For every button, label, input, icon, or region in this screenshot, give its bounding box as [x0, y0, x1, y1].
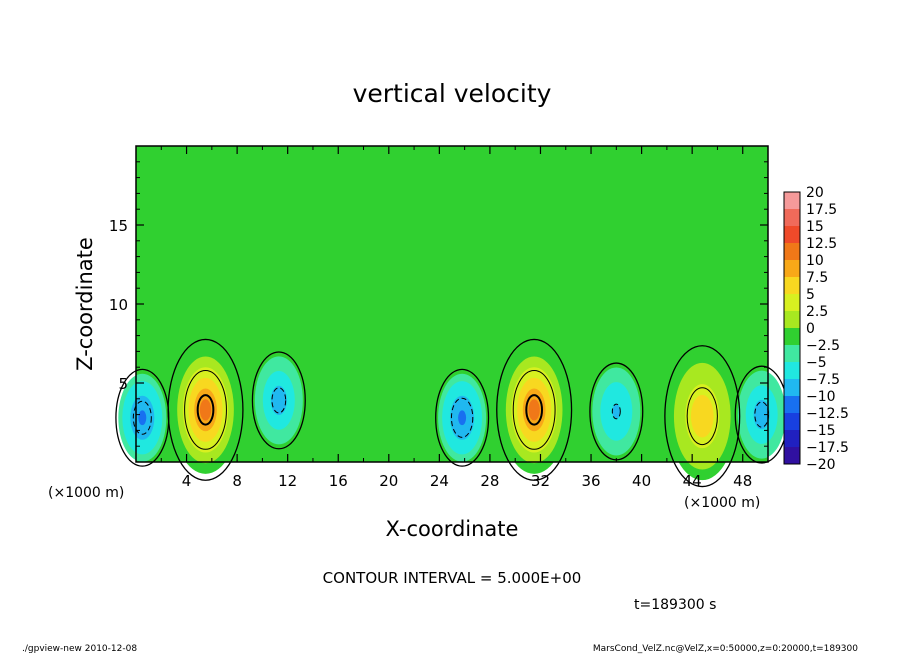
colorbar-label-13: −12.5 [806, 406, 849, 422]
updraft-0-contour-5 [184, 369, 227, 450]
x-tick-label-9: 40 [632, 472, 651, 490]
colorbar-swatch-10 [784, 362, 800, 380]
chart-title: vertical velocity [353, 79, 552, 108]
downdraft-0-contour-5 [132, 400, 152, 435]
x-axis-ticks: 4 8 12 16 20 24 28 32 36 40 44 48 [160, 146, 752, 490]
time-label: t=189300 s [634, 597, 716, 613]
colorbar-swatch-0 [784, 192, 800, 210]
downdraft-2-band-5 [458, 410, 467, 426]
footer-right: MarsCond_VelZ.nc@VelZ,x=0:50000,z=0:2000… [593, 644, 858, 654]
colorbar-swatch-15 [784, 447, 800, 465]
colorbar-label-14: −15 [806, 423, 836, 439]
y-axis-label: Z-coordinate [73, 237, 97, 371]
x-tick-label-11: 48 [733, 472, 752, 490]
updraft-1-contour-10 [525, 394, 544, 426]
downdraft-4-band-5 [757, 407, 766, 422]
colorbar-label-9: −2.5 [806, 338, 840, 354]
colorbar-swatch-1 [784, 209, 800, 227]
x-tick-label-5: 24 [430, 472, 449, 490]
colorbar-swatch-14 [784, 430, 800, 448]
colorbar-label-11: −7.5 [806, 372, 840, 388]
colorbar-label-16: −20 [806, 457, 836, 473]
colorbar-swatch-8 [784, 328, 800, 346]
x-tick-label-6: 28 [480, 472, 499, 490]
downdraft-2-zero-contour [435, 368, 490, 467]
x-tick-label-0: 4 [182, 472, 192, 490]
updraft-1-contour-5 [512, 369, 556, 450]
colorbar-swatch-11 [784, 379, 800, 397]
updraft-1-band-5 [528, 399, 540, 421]
x-tick-label-2: 12 [278, 472, 297, 490]
x-tick-label-7: 32 [531, 472, 550, 490]
updraft-0-band-5 [199, 399, 212, 421]
colorbar-swatch-3 [784, 243, 800, 261]
colorbar-label-15: −17.5 [806, 440, 849, 456]
colorbar-label-4: 10 [806, 253, 824, 269]
downdraft-1-contour-5 [271, 387, 287, 414]
x-tick-label-10: 44 [683, 472, 702, 490]
x-tick-label-8: 36 [581, 472, 600, 490]
colorbar: 2017.51512.5107.552.50−2.5−5−7.5−10−12.5… [783, 185, 849, 473]
colorbar-swatch-6 [784, 294, 800, 312]
updraft-0-contour-10 [196, 394, 215, 426]
colorbar-label-2: 15 [806, 219, 824, 235]
colorbar-label-10: −5 [806, 355, 827, 371]
colorbar-swatch-9 [784, 345, 800, 363]
colorbar-label-12: −10 [806, 389, 836, 405]
colorbar-label-3: 12.5 [806, 236, 837, 252]
downdraft-0-band-5 [138, 410, 147, 426]
updraft-2-contour-5 [686, 387, 718, 446]
colorbar-swatch-13 [784, 413, 800, 431]
downdraft-2-contour-5 [450, 397, 474, 438]
downdraft-1-band-5 [274, 393, 283, 408]
colorbar-swatch-7 [784, 311, 800, 329]
downdraft-3-contour-5 [611, 403, 621, 420]
downdraft-1-zero-contour [251, 351, 306, 450]
colorbar-label-6: 5 [806, 287, 815, 303]
updraft-2-band-5 [696, 405, 708, 427]
colorbar-label-0: 20 [806, 185, 824, 201]
updraft-2-zero-contour [664, 345, 741, 488]
y-tick-label-2: 15 [109, 217, 128, 235]
x-tick-label-1: 8 [232, 472, 242, 490]
colorbar-swatch-2 [784, 226, 800, 244]
contour-interval-note: CONTOUR INTERVAL = 5.000E+00 [323, 569, 582, 587]
y-axis-ticks: 5 10 15 [109, 161, 768, 447]
updraft-0-zero-contour [167, 338, 244, 481]
colorbar-label-1: 17.5 [806, 202, 837, 218]
x-unit-label-left: (×1000 m) [48, 485, 124, 501]
x-unit-label-right: (×1000 m) [684, 495, 760, 511]
footer-left: ./gpview-new 2010-12-08 [22, 644, 137, 654]
colorbar-swatch-4 [784, 260, 800, 278]
x-axis-label: X-coordinate [386, 517, 519, 541]
colorbar-label-8: 0 [806, 321, 815, 337]
y-tick-label-0: 5 [118, 375, 128, 393]
downdraft-3-band-5 [612, 404, 621, 419]
x-tick-label-3: 16 [329, 472, 348, 490]
colorbar-label-5: 7.5 [806, 270, 828, 286]
contour-lines [115, 338, 789, 488]
colorbar-frame [783, 191, 801, 465]
y-tick-label-1: 10 [109, 296, 128, 314]
colorbar-swatch-12 [784, 396, 800, 414]
colorbar-label-7: 2.5 [806, 304, 828, 320]
updraft-1-zero-contour [496, 338, 573, 481]
x-tick-label-4: 20 [379, 472, 398, 490]
colorbar-swatch-5 [784, 277, 800, 295]
